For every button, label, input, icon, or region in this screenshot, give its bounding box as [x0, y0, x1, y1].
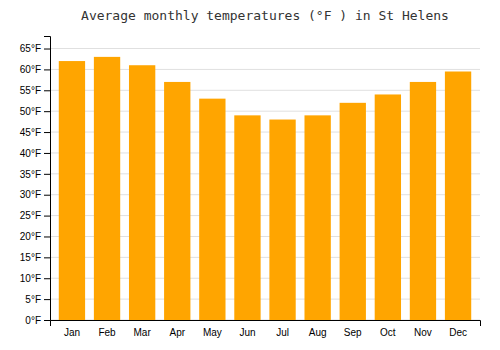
x-tick: Jan: [64, 327, 80, 338]
y-tick-label: 35°F: [20, 169, 41, 180]
x-tick: Aug: [309, 327, 327, 338]
bar: [269, 120, 295, 320]
bar: [340, 103, 366, 320]
bar: [164, 82, 190, 320]
y-tick-mark: [44, 132, 50, 133]
y-tick-mark: [44, 195, 50, 196]
bar: [199, 99, 225, 320]
y-tick: 60°F: [20, 64, 50, 75]
y-axis-line: [44, 37, 51, 321]
y-tick-label: 60°F: [20, 64, 41, 75]
x-tick-label: Mar: [134, 327, 152, 338]
chart: Jan Feb Mar Apr May Jun Jul Aug Sep Oct Nov Dec 0°F 5…: [0, 0, 500, 350]
y-tick: 45°F: [20, 127, 50, 138]
bar: [304, 115, 330, 320]
y-tick-mark: [44, 320, 50, 321]
y-tick: 25°F: [20, 210, 50, 221]
y-tick-label: 0°F: [25, 315, 41, 326]
y-tick-label: 55°F: [20, 85, 41, 96]
y-tick: 0°F: [25, 315, 50, 326]
bar: [234, 115, 260, 320]
x-tick-label: May: [203, 327, 222, 338]
bars: [59, 57, 471, 320]
y-tick: 5°F: [25, 294, 50, 305]
y-tick-mark: [44, 49, 50, 50]
y-tick-label: 5°F: [25, 294, 41, 305]
x-tick-label: Feb: [98, 327, 116, 338]
y-tick-label: 30°F: [20, 189, 41, 200]
y-tick-mark: [44, 90, 50, 91]
y-tick-label: 45°F: [20, 127, 41, 138]
y-tick-mark: [44, 216, 50, 217]
y-tick-mark: [44, 174, 50, 175]
x-tick: Nov: [414, 327, 432, 338]
y-tick-mark: [44, 236, 50, 237]
y-tick-label: 40°F: [20, 148, 41, 159]
x-tick: Apr: [169, 327, 185, 338]
y-tick-mark: [44, 299, 50, 300]
y-tick: 20°F: [20, 231, 50, 242]
y-tick-label: 15°F: [20, 252, 41, 263]
x-tick: Sep: [344, 327, 362, 338]
x-tick: Jun: [239, 327, 255, 338]
y-tick: 35°F: [20, 169, 50, 180]
y-tick: 30°F: [20, 189, 50, 200]
x-tick-label: Dec: [449, 327, 467, 338]
y-tick-label: 20°F: [20, 231, 41, 242]
bar: [129, 65, 155, 320]
y-tick: 65°F: [20, 43, 50, 54]
title: Average monthly temperatures (°F ) in St…: [81, 8, 449, 23]
x-tick: Mar: [134, 327, 152, 338]
y-tick-mark: [44, 257, 50, 258]
bar: [94, 57, 120, 320]
bar: [410, 82, 436, 320]
x-tick: Oct: [380, 327, 396, 338]
y-tick: 10°F: [20, 273, 50, 284]
y-tick: 40°F: [20, 148, 50, 159]
y-tick-label: 50°F: [20, 106, 41, 117]
y-tick: 50°F: [20, 106, 50, 117]
bar: [59, 61, 85, 320]
x-tick-label: Jul: [276, 327, 289, 338]
x-tick-label: Nov: [414, 327, 432, 338]
plot: Jan Feb Mar Apr May Jun Jul Aug Sep Oct Nov Dec 0°F 5…: [20, 37, 481, 339]
x-axis-line: [51, 321, 481, 327]
y-tick-mark: [44, 111, 50, 112]
x-tick: Jul: [276, 327, 289, 338]
y-tick-label: 10°F: [20, 273, 41, 284]
y-axis: 0°F 5°F 10°F 15°F 20°F 25°F 30°F 35°F 40°F 45°F 50…: [20, 37, 51, 326]
y-tick: 55°F: [20, 85, 50, 96]
x-tick: Feb: [98, 327, 116, 338]
bar: [375, 94, 401, 320]
x-tick-label: Jan: [64, 327, 80, 338]
x-tick-label: Aug: [309, 327, 327, 338]
y-tick-mark: [44, 69, 50, 70]
y-tick-label: 65°F: [20, 43, 41, 54]
grid: [50, 49, 480, 320]
grid-line: [50, 48, 480, 49]
bar: [445, 72, 471, 321]
x-tick: May: [203, 327, 222, 338]
y-tick-label: 25°F: [20, 210, 41, 221]
x-tick-label: Jun: [239, 327, 255, 338]
y-tick-mark: [44, 153, 50, 154]
x-tick-label: Oct: [380, 327, 396, 338]
y-tick-mark: [44, 278, 50, 279]
x-tick-label: Sep: [344, 327, 362, 338]
y-tick: 15°F: [20, 252, 50, 263]
x-tick-label: Apr: [169, 327, 185, 338]
x-tick: Dec: [449, 327, 467, 338]
x-axis: Jan Feb Mar Apr May Jun Jul Aug Sep Oct Nov Dec: [51, 321, 481, 339]
